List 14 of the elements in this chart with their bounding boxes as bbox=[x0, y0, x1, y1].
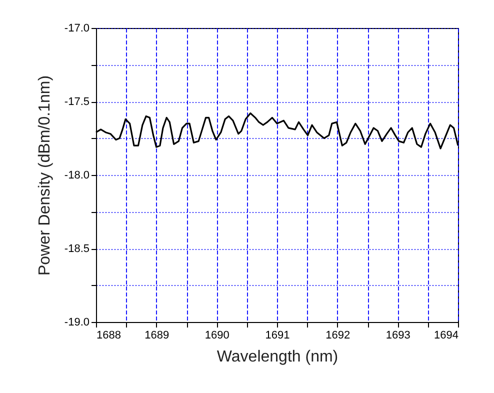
y-tick-label: -18.5 bbox=[64, 243, 90, 255]
x-tick-label: 1691 bbox=[265, 330, 290, 342]
x-tick-label: 1689 bbox=[144, 330, 170, 342]
y-tick-label: -17.0 bbox=[64, 22, 90, 34]
y-tick-label: -17.5 bbox=[64, 96, 90, 108]
y-axis-title: Power Density (dBm/0.1nm) bbox=[36, 75, 54, 276]
y-tick-label: -18.0 bbox=[64, 170, 90, 182]
x-tick-label: 1692 bbox=[326, 330, 350, 342]
x-tick-label: 1693 bbox=[386, 330, 410, 342]
x-tick-label: 1690 bbox=[204, 330, 230, 342]
x-axis-title: Wavelength (nm) bbox=[216, 348, 338, 366]
y-tick-label: -19.0 bbox=[64, 316, 90, 328]
x-tick-label: 1694 bbox=[434, 330, 458, 342]
x-tick-label: 1688 bbox=[96, 330, 121, 342]
